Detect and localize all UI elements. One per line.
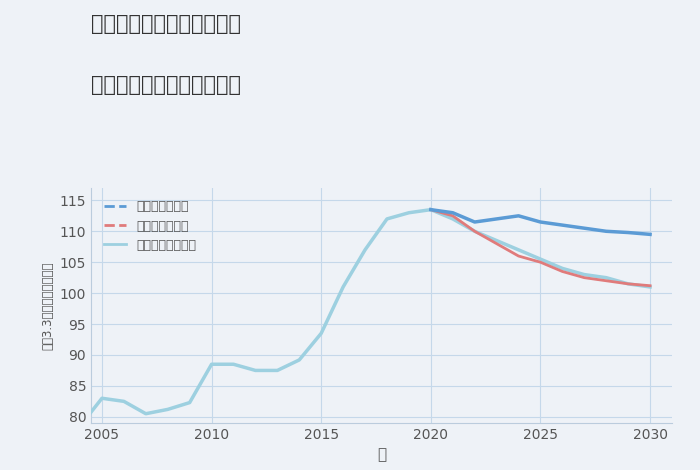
Text: 中古マンションの価格推移: 中古マンションの価格推移 (91, 75, 241, 95)
Text: 兵庫県姫路市飾磨区中島の: 兵庫県姫路市飾磨区中島の (91, 14, 241, 34)
X-axis label: 年: 年 (377, 447, 386, 462)
Y-axis label: 平（3.3㎡）単価（万円）: 平（3.3㎡）単価（万円） (41, 261, 54, 350)
Legend: グッドシナリオ, バッドシナリオ, ノーマルシナリオ: グッドシナリオ, バッドシナリオ, ノーマルシナリオ (97, 194, 202, 258)
